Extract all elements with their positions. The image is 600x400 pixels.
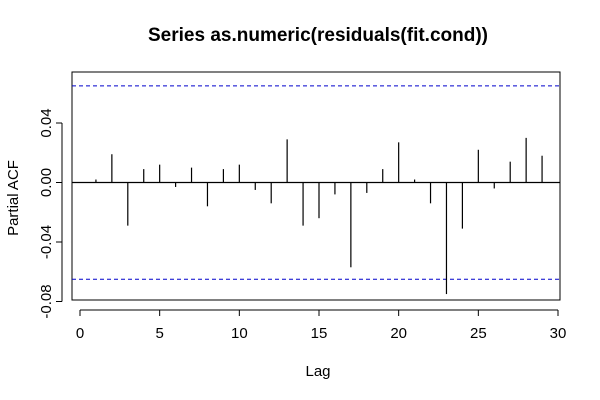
x-tick-label: 10 [231,325,248,342]
y-axis-label: Partial ACF [5,160,22,236]
y-tick-label: 0.04 [38,108,55,137]
x-tick-label: 30 [550,325,567,342]
plot-frame [71,71,561,301]
x-axis-label: Lag [305,363,330,380]
x-tick-label: 20 [390,325,407,342]
y-tick-label: -0.04 [38,225,55,259]
chart-title: Series as.numeric(residuals(fit.cond)) [148,25,488,46]
x-tick-label: 5 [155,325,163,342]
y-tick-label: 0.00 [38,168,55,197]
x-tick-label: 25 [470,325,487,342]
x-tick-label: 15 [311,325,328,342]
plot-area: 0 5 10 15 20 25 30 -0.08 -0.04 0.00 0.04 [38,71,567,342]
x-tick-label: 0 [76,325,84,342]
y-tick-label: -0.08 [38,284,55,318]
